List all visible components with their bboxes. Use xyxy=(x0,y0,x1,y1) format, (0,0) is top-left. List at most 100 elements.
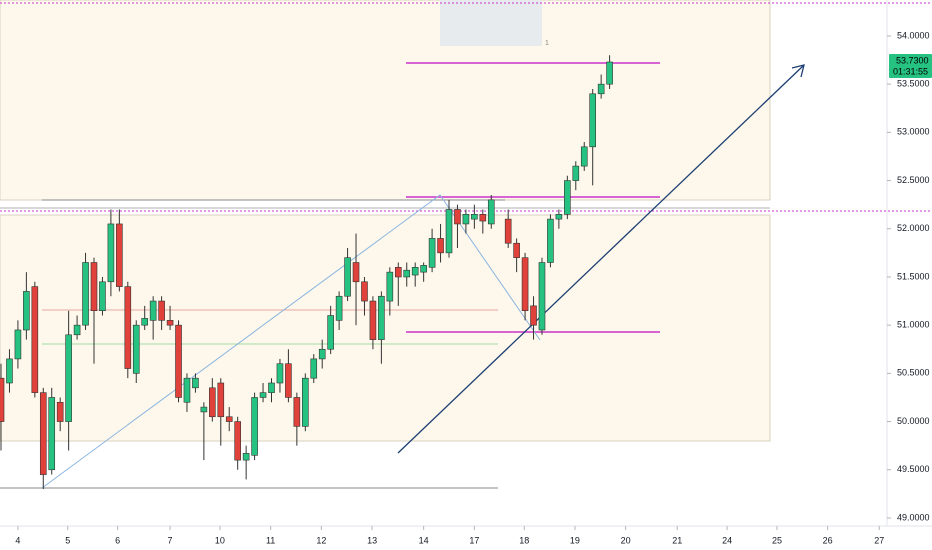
axes: 49.0000 49.5000 50.0000 50.5000 51.0000 51.50… xyxy=(15,30,932,545)
candle-body xyxy=(82,262,89,326)
candle-body xyxy=(23,291,30,331)
arrow-head xyxy=(791,64,805,78)
y-tick-label: 53.0000 xyxy=(897,127,930,137)
candle-body xyxy=(361,281,368,302)
x-tick-label: 4 xyxy=(15,535,20,545)
timer: 01:31:55 xyxy=(893,66,928,76)
x-tick-label: 5 xyxy=(65,535,70,545)
candle-body xyxy=(310,358,318,379)
overlay-box xyxy=(440,0,542,46)
candle-body xyxy=(6,358,13,384)
candle-body xyxy=(580,146,588,167)
candle-body xyxy=(318,348,326,360)
candle-body xyxy=(378,295,385,340)
candle-body xyxy=(479,213,487,222)
x-tick-label: 19 xyxy=(570,535,580,545)
x-tick-label: 13 xyxy=(367,535,377,545)
y-tick-label: 50.5000 xyxy=(897,368,930,378)
candle-body xyxy=(504,218,512,244)
candle-body xyxy=(65,334,72,422)
candle-body xyxy=(513,242,520,258)
candle-body xyxy=(445,209,453,254)
candle-body xyxy=(132,324,140,374)
candle-body xyxy=(547,218,554,263)
candle-body xyxy=(285,363,292,398)
candle-body xyxy=(183,377,191,403)
candle-body xyxy=(242,453,250,461)
x-tick-label: 20 xyxy=(621,535,631,545)
candle-body xyxy=(141,318,149,326)
x-tick-label: 11 xyxy=(266,535,275,545)
candle-body xyxy=(471,213,478,220)
candle-body xyxy=(437,238,444,254)
y-tick-label: 53.5000 xyxy=(897,79,930,89)
x-tick-label: 7 xyxy=(168,535,173,545)
candle-body xyxy=(234,421,241,461)
candle-body xyxy=(521,257,529,312)
y-tick-label: 50.0000 xyxy=(897,416,930,426)
candle-body xyxy=(386,271,394,302)
x-tick-label: 24 xyxy=(722,535,732,545)
candle-body xyxy=(394,267,402,278)
candle-body xyxy=(572,165,580,181)
candle-body xyxy=(166,320,174,326)
candle-body xyxy=(0,377,5,422)
x-tick-label: 25 xyxy=(772,535,782,545)
candle-body xyxy=(589,93,596,148)
candle-body xyxy=(454,209,461,225)
candle-body xyxy=(217,382,225,418)
candle-body xyxy=(597,83,605,95)
candle-body xyxy=(209,387,216,418)
candle-body xyxy=(487,199,495,225)
candle-body xyxy=(48,397,56,471)
candle-body xyxy=(530,305,537,326)
candle-body xyxy=(116,223,123,287)
x-tick-label: 18 xyxy=(519,535,529,545)
candle-body xyxy=(352,262,360,283)
x-tick-label: 26 xyxy=(823,535,833,545)
candle-body xyxy=(344,257,351,297)
candle-body xyxy=(158,300,165,321)
trend-arrow xyxy=(397,65,804,454)
candle-body xyxy=(538,262,546,331)
candle-body xyxy=(107,223,115,283)
y-tick-label: 54.0000 xyxy=(897,30,930,40)
candle-body xyxy=(293,397,301,427)
x-tick-label: 6 xyxy=(115,535,120,545)
y-tick-label: 52.5000 xyxy=(897,175,930,185)
x-tick-label: 14 xyxy=(419,535,429,545)
candle-body xyxy=(335,295,343,321)
candle-body xyxy=(14,329,22,360)
candle-body xyxy=(268,382,275,393)
candle-body xyxy=(200,406,208,413)
zone-bottom xyxy=(0,214,771,442)
candle-body xyxy=(327,315,334,350)
candle-body xyxy=(225,416,233,422)
candle-body xyxy=(428,238,436,268)
candle-body xyxy=(99,281,106,312)
candle-body xyxy=(31,286,39,393)
zone-top xyxy=(0,0,771,201)
y-tick-label: 49.5000 xyxy=(897,464,930,474)
x-tick-label: 12 xyxy=(316,535,326,545)
y-tick-label: 49.0000 xyxy=(897,512,930,522)
candle-body xyxy=(259,392,267,398)
candle-body xyxy=(606,61,613,85)
candle-body xyxy=(564,180,571,215)
candle-body xyxy=(149,300,157,321)
x-tick-label: 27 xyxy=(874,535,884,545)
y-tick-label: 51.5000 xyxy=(897,271,930,281)
x-tick-label: 17 xyxy=(469,535,479,545)
candle-body xyxy=(175,324,182,398)
candle-body xyxy=(411,267,419,276)
candle-body xyxy=(251,397,258,456)
candle-body xyxy=(56,401,64,422)
x-tick-label: 10 xyxy=(215,535,225,545)
price-label: 53.7300 xyxy=(896,55,929,65)
candle-body xyxy=(39,392,47,475)
candle-body xyxy=(276,363,284,384)
marker-text: 1 xyxy=(545,40,549,47)
pattern-line xyxy=(41,194,541,489)
candle-body xyxy=(192,377,199,389)
